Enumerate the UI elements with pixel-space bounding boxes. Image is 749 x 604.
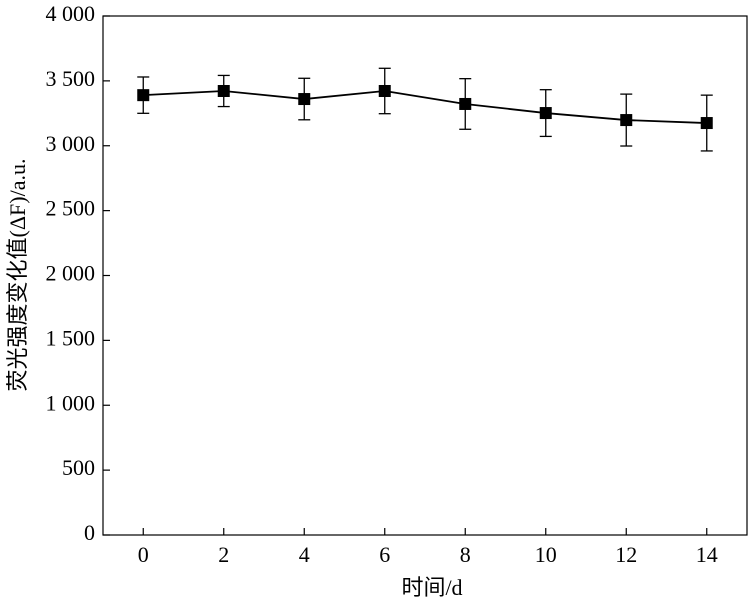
y-tick-label: 3 000 (46, 131, 96, 156)
x-tick-label: 14 (696, 542, 718, 567)
y-tick-label: 3 500 (46, 66, 96, 91)
y-tick-label: 2 500 (46, 196, 96, 221)
data-point (137, 89, 150, 102)
data-point (459, 97, 472, 110)
plot-frame (102, 15, 748, 536)
x-tick-label: 4 (299, 542, 310, 567)
y-tick-label: 1 500 (46, 325, 96, 350)
y-axis-label: 荧光强度变化值(ΔF)/a.u. (5, 159, 30, 392)
x-tick-label: 8 (460, 542, 471, 567)
data-point (539, 107, 552, 120)
data-point (378, 84, 391, 97)
data-point (620, 114, 633, 127)
x-tick-label: 2 (218, 542, 229, 567)
x-axis-label: 时间/d (401, 575, 462, 600)
x-tick-label: 0 (138, 542, 149, 567)
y-tick-label: 2 000 (46, 261, 96, 286)
y-tick-label: 4 000 (46, 1, 96, 26)
y-tick-label: 0 (84, 520, 95, 545)
data-line (143, 90, 707, 124)
x-tick-label: 6 (379, 542, 390, 567)
y-tick-label: 500 (62, 455, 95, 480)
x-tick-label: 12 (615, 542, 637, 567)
y-tick-label: 1 000 (46, 390, 96, 415)
data-point (298, 93, 311, 106)
data-point (700, 117, 713, 130)
data-point (217, 84, 230, 97)
x-tick-label: 10 (535, 542, 557, 567)
